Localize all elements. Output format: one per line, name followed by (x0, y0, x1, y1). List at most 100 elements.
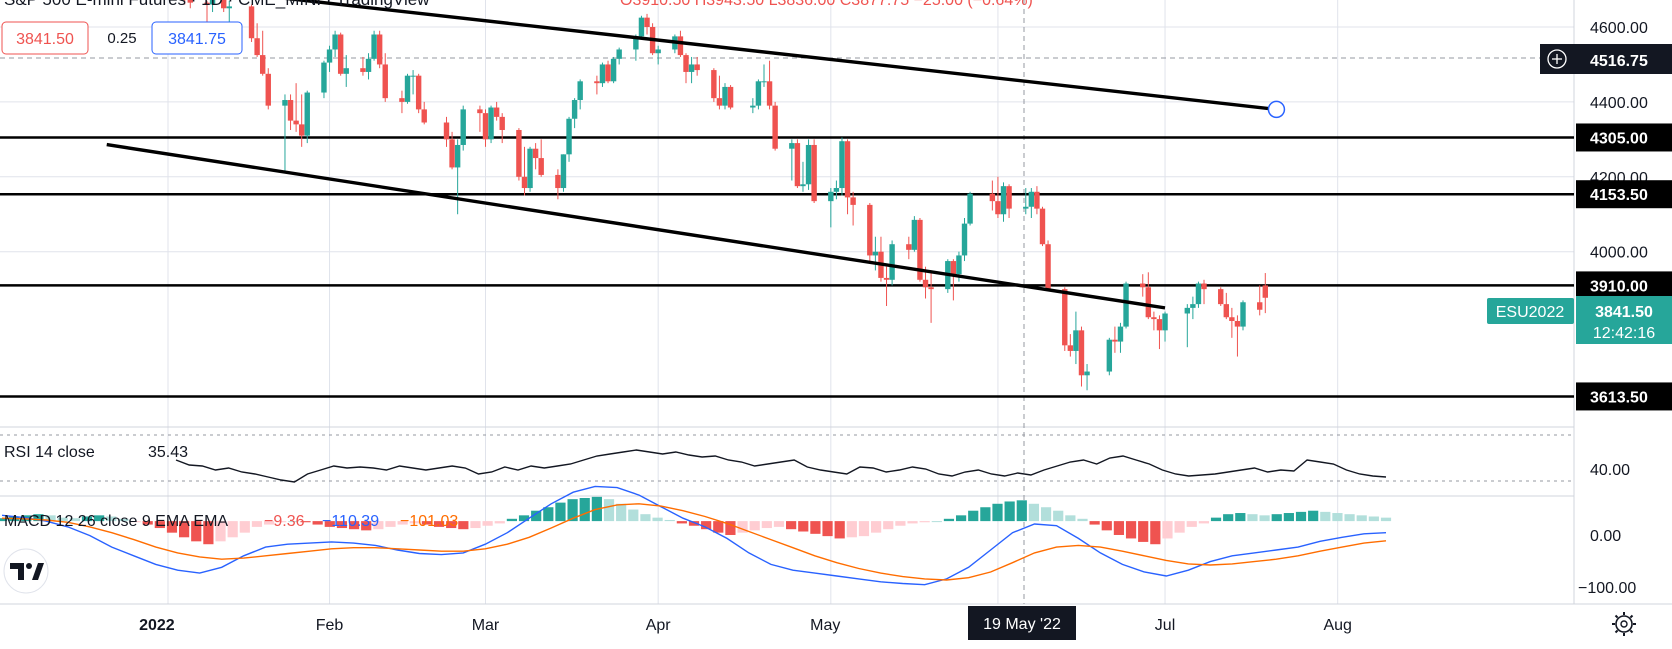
gear-icon (1615, 615, 1633, 633)
symbol-badge[interactable]: ESU2022 (1487, 298, 1574, 324)
candle-2022-01-20 (259, 30, 266, 76)
candle-2022-02-18 (421, 101, 427, 125)
candle-body (889, 244, 895, 280)
candle-2022-06-21 (1106, 337, 1113, 376)
trendline-anchor-handle[interactable] (1267, 100, 1286, 119)
candle-body (755, 81, 762, 106)
candle-2022-02-23 (449, 131, 455, 170)
candle-2022-02-24 (454, 139, 461, 215)
candle-2022-04-14 (727, 85, 734, 110)
candle-2022-05-13 (889, 240, 895, 286)
candle-2022-05-26 (961, 217, 968, 262)
candle-body (711, 70, 717, 99)
candle-2022-06-06 (1023, 188, 1029, 215)
candle-2022-01-27 (298, 94, 305, 147)
candle-2022-03-14 (555, 169, 561, 200)
candle-2022-03-08 (521, 146, 528, 196)
candle-2022-03-21 (594, 75, 600, 95)
candle-body (376, 34, 383, 65)
trendline-1[interactable] (207, 0, 1277, 112)
candle-2022-01-26 (293, 83, 299, 132)
signal-line (1, 503, 1387, 581)
candle-2022-03-25 (616, 47, 622, 65)
horizontal-levels (0, 136, 1574, 398)
ask-box[interactable]: 3841.75 (151, 21, 243, 55)
macd-hist-bar (421, 521, 433, 525)
trendlines[interactable] (106, 0, 1277, 310)
macd-hist-bar (1089, 521, 1100, 525)
candle-body (638, 17, 645, 37)
candle-2022-04-08 (694, 56, 700, 76)
price-axis[interactable]: 4600.004400.004200.004000.004305.004153.… (1576, 20, 1672, 411)
macd-hist-bar (300, 521, 311, 523)
candle-2022-07-13 (1229, 307, 1235, 338)
macd-hist-bar (94, 515, 105, 522)
candle-body (532, 148, 539, 159)
candle-body (282, 100, 288, 106)
macd-hist-bar (676, 521, 687, 524)
candle-body (1034, 191, 1040, 209)
candle-2022-01-13 (221, 0, 227, 13)
candle-body (499, 116, 505, 130)
candle-body (365, 58, 372, 72)
candle-body (382, 64, 388, 99)
grid-lines (0, 0, 1574, 604)
candle-body (571, 100, 578, 119)
candle-body (772, 105, 778, 149)
candle-2022-03-02 (488, 105, 494, 144)
candle-2022-02-15 (404, 73, 411, 104)
macd-hist-bar (761, 521, 772, 529)
candle-2022-01-21 (265, 68, 271, 110)
chart-settings-button[interactable] (1612, 612, 1636, 636)
candle-body (371, 34, 377, 59)
candle-body (360, 68, 366, 72)
candle-2022-02-28 (477, 105, 483, 132)
candle-2022-05-04 (839, 137, 845, 196)
candle-2022-06-30 (1156, 315, 1163, 350)
candle-2022-04-18 (750, 98, 756, 114)
candle-body (527, 148, 533, 189)
candle-body (789, 143, 795, 149)
add-alert-button[interactable] (1540, 44, 1574, 74)
candle-2022-01-25 (287, 94, 294, 130)
candle-2022-03-30 (644, 13, 650, 35)
candle-body (1240, 302, 1246, 327)
macd-hist-bar (239, 521, 250, 533)
candle-2022-01-28 (304, 90, 310, 144)
candle-2022-04-20 (761, 64, 767, 87)
macd-hist-bar (385, 521, 396, 527)
macd-hist-bar (154, 521, 165, 529)
bid-box[interactable]: 3841.50 (1, 21, 89, 55)
candle-body (906, 244, 912, 250)
rsi-legend[interactable]: RSI 14 close 35.43 (4, 444, 188, 461)
candle-body (616, 49, 622, 59)
candle-body (839, 141, 845, 189)
candle-body (332, 34, 338, 50)
candle-2022-04-11 (711, 68, 717, 102)
candle-body (488, 107, 494, 140)
trendline-0[interactable] (106, 142, 1166, 310)
candle-body (421, 109, 427, 123)
candle-body (493, 107, 500, 117)
ask-price: 3841.75 (168, 31, 226, 48)
candle-body (304, 92, 310, 136)
macd-hist-bar (33, 514, 44, 522)
macd-hist-bar (1210, 517, 1222, 522)
macd-legend[interactable]: MACD 12 26 close 9 EMA EMA −9.36 −110.39… (4, 513, 458, 530)
candle-2022-02-16 (410, 70, 416, 95)
candle-body (1190, 304, 1196, 308)
macd-hist-bar (1162, 521, 1173, 539)
candle-2022-06-01 (995, 176, 1001, 218)
candle-body (265, 73, 271, 106)
macd-hist-bar (640, 514, 651, 522)
symbol-label: ESU2022 (1496, 304, 1565, 321)
candle-body (560, 154, 567, 189)
macd-hist-bar (919, 521, 930, 523)
tradingview-logo[interactable] (3, 548, 49, 594)
candle-body (521, 176, 528, 189)
time-axis-label: May (810, 617, 840, 634)
candle-2022-03-22 (599, 62, 606, 87)
macd-hist-bar (603, 499, 615, 522)
